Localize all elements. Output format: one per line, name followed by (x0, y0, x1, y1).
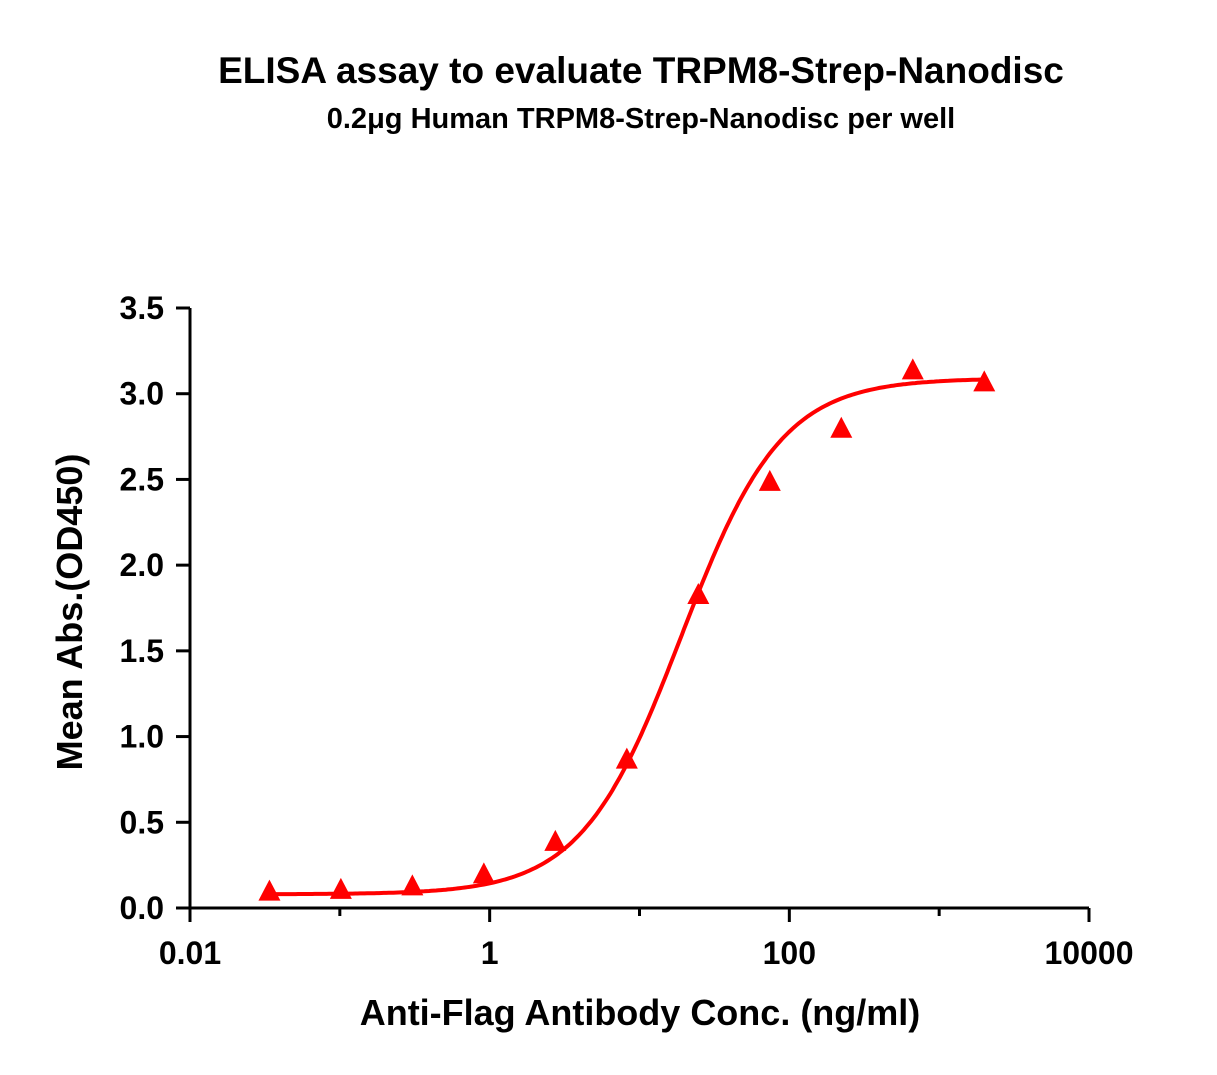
x-tick-label: 0.01 (159, 935, 221, 971)
y-tick-label: 0.5 (120, 804, 164, 840)
data-point-triangle (544, 829, 567, 851)
chart-subtitle: 0.2μg Human TRPM8-Strep-Nanodisc per wel… (327, 103, 955, 135)
y-tick-label: 2.5 (120, 461, 164, 497)
data-point-triangle (472, 862, 495, 884)
data-point-triangle (973, 370, 996, 392)
chart-title: ELISA assay to evaluate TRPM8-Strep-Nano… (218, 50, 1064, 91)
x-tick-label: 1 (481, 935, 499, 971)
x-tick-label: 100 (763, 935, 816, 971)
y-tick-label: 1.5 (120, 633, 164, 669)
x-tick-label: 10000 (1045, 935, 1134, 971)
y-tick-label: 2.0 (120, 547, 164, 583)
data-point-triangle (687, 583, 710, 604)
y-axis-label: Mean Abs.(OD450) (49, 454, 90, 771)
x-axis-label: Anti-Flag Antibody Conc. (ng/ml) (360, 992, 921, 1033)
data-point-triangle (615, 747, 638, 769)
y-tick-label: 3.0 (120, 376, 164, 412)
data-point-triangle (401, 874, 424, 896)
data-point-triangle (758, 469, 781, 491)
y-tick-label: 0.0 (120, 890, 164, 926)
data-point-triangle (258, 879, 281, 901)
data-point-triangle (901, 358, 924, 380)
fit-curve (269, 377, 985, 897)
y-tick-label: 3.5 (120, 290, 164, 326)
y-tick-label: 1.0 (120, 719, 164, 755)
data-point-triangle (830, 416, 853, 438)
data-point-triangle (329, 877, 352, 899)
